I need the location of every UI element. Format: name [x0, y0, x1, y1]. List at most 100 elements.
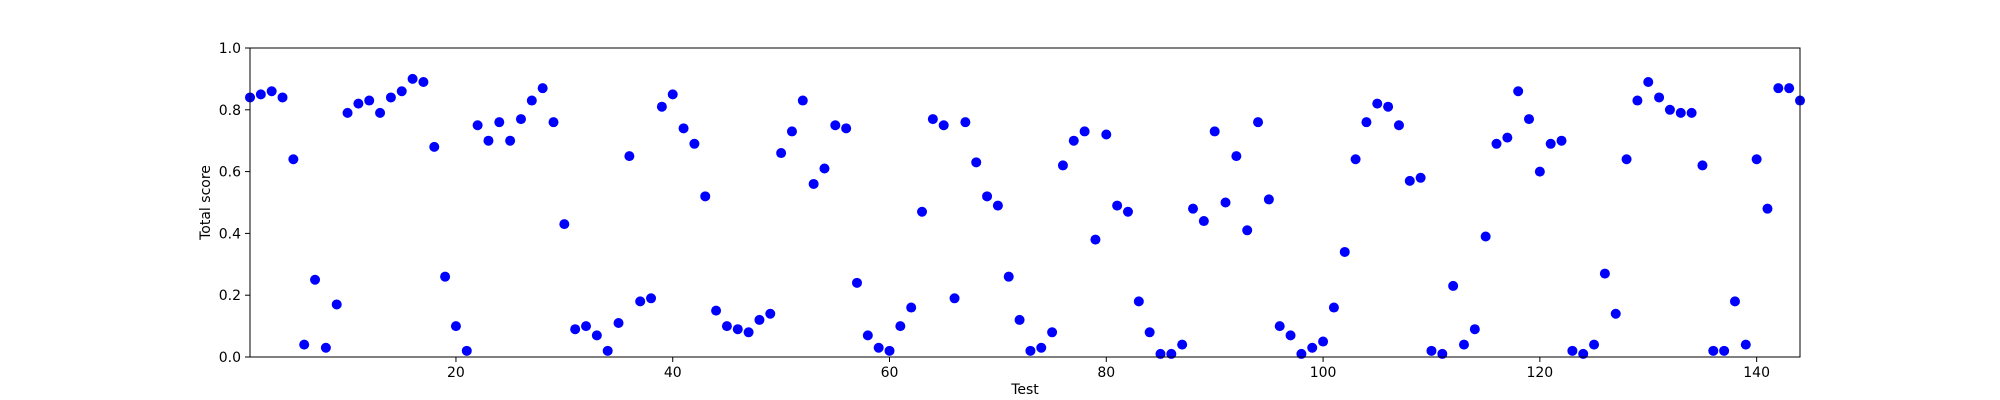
data-point — [1751, 154, 1762, 165]
data-point — [1502, 132, 1513, 143]
data-point — [1372, 98, 1383, 109]
data-point — [1729, 296, 1740, 307]
data-point — [776, 148, 787, 159]
data-point — [613, 318, 624, 329]
data-point — [646, 293, 657, 304]
data-point — [1545, 138, 1556, 149]
data-point — [320, 342, 331, 353]
data-point — [342, 107, 353, 118]
data-point — [331, 299, 342, 310]
y-tick-label: 1.0 — [219, 41, 241, 57]
data-point — [1122, 206, 1133, 217]
data-point — [277, 92, 288, 103]
data-point — [667, 89, 678, 100]
data-point — [450, 321, 461, 332]
data-point — [364, 95, 375, 106]
data-point — [418, 76, 429, 87]
data-point — [472, 120, 483, 131]
data-point — [1155, 348, 1166, 359]
data-point — [1675, 107, 1686, 118]
data-point — [1556, 135, 1567, 146]
data-point — [895, 321, 906, 332]
data-point — [711, 305, 722, 316]
data-point — [288, 154, 299, 165]
data-point — [982, 191, 993, 202]
data-point — [602, 345, 613, 356]
data-point — [494, 117, 505, 128]
data-point — [656, 101, 667, 112]
x-tick-label: 40 — [664, 365, 682, 381]
data-point — [1014, 314, 1025, 325]
data-point — [1610, 308, 1621, 319]
data-point — [1188, 203, 1199, 214]
data-point — [1307, 342, 1318, 353]
data-point — [841, 123, 852, 134]
data-point — [1524, 114, 1535, 125]
x-tick-label: 20 — [447, 365, 465, 381]
data-point — [515, 114, 526, 125]
data-point — [1686, 107, 1697, 118]
data-point — [765, 308, 776, 319]
data-point — [624, 151, 635, 162]
data-point — [689, 138, 700, 149]
data-point — [396, 86, 407, 97]
data-point — [992, 200, 1003, 211]
y-tick-label: 0.0 — [219, 350, 241, 366]
data-point — [1740, 339, 1751, 350]
data-point — [1057, 160, 1068, 171]
data-point — [1285, 330, 1296, 341]
data-point — [1621, 154, 1632, 165]
y-tick-label: 0.6 — [219, 165, 241, 181]
data-point — [1144, 327, 1155, 338]
data-point — [971, 157, 982, 168]
data-point — [1458, 339, 1469, 350]
data-point — [559, 219, 570, 230]
data-point — [938, 120, 949, 131]
data-point — [1383, 101, 1394, 112]
data-point — [1253, 117, 1264, 128]
data-point — [440, 271, 451, 282]
data-point — [917, 206, 928, 217]
data-point — [1664, 104, 1675, 115]
data-point — [1513, 86, 1524, 97]
data-point — [1198, 216, 1209, 227]
data-point — [1231, 151, 1242, 162]
data-point — [1263, 194, 1274, 205]
data-point — [1025, 345, 1036, 356]
data-point — [299, 339, 310, 350]
data-point — [266, 86, 277, 97]
data-point — [960, 117, 971, 128]
data-point — [1643, 76, 1654, 87]
data-point — [678, 123, 689, 134]
data-point — [884, 345, 895, 356]
data-point — [1480, 231, 1491, 242]
x-axis-ticks: 20 40 60 80 100 120 140 — [447, 357, 1770, 381]
data-point — [1350, 154, 1361, 165]
y-tick-label: 0.8 — [219, 103, 241, 119]
data-point — [808, 178, 819, 189]
data-point — [1209, 126, 1220, 137]
data-point — [830, 120, 841, 131]
data-point — [1242, 225, 1253, 236]
y-axis-ticks: 0.0 0.2 0.4 0.6 0.8 1.0 — [219, 41, 250, 366]
data-point — [819, 163, 830, 174]
data-point — [1036, 342, 1047, 353]
x-tick-label: 100 — [1310, 365, 1337, 381]
data-point — [548, 117, 559, 128]
x-tick-label: 60 — [881, 365, 899, 381]
data-point — [1101, 129, 1112, 140]
data-point — [505, 135, 516, 146]
data-point — [1762, 203, 1773, 214]
data-point — [1632, 95, 1643, 106]
data-point — [1448, 280, 1459, 291]
data-point — [1133, 296, 1144, 307]
data-point — [732, 324, 743, 335]
data-point — [483, 135, 494, 146]
data-point — [1404, 175, 1415, 186]
x-tick-label: 80 — [1097, 365, 1115, 381]
data-point — [1090, 234, 1101, 245]
data-point — [1784, 83, 1795, 94]
data-point — [310, 274, 321, 285]
data-point — [375, 107, 386, 118]
data-point — [385, 92, 396, 103]
